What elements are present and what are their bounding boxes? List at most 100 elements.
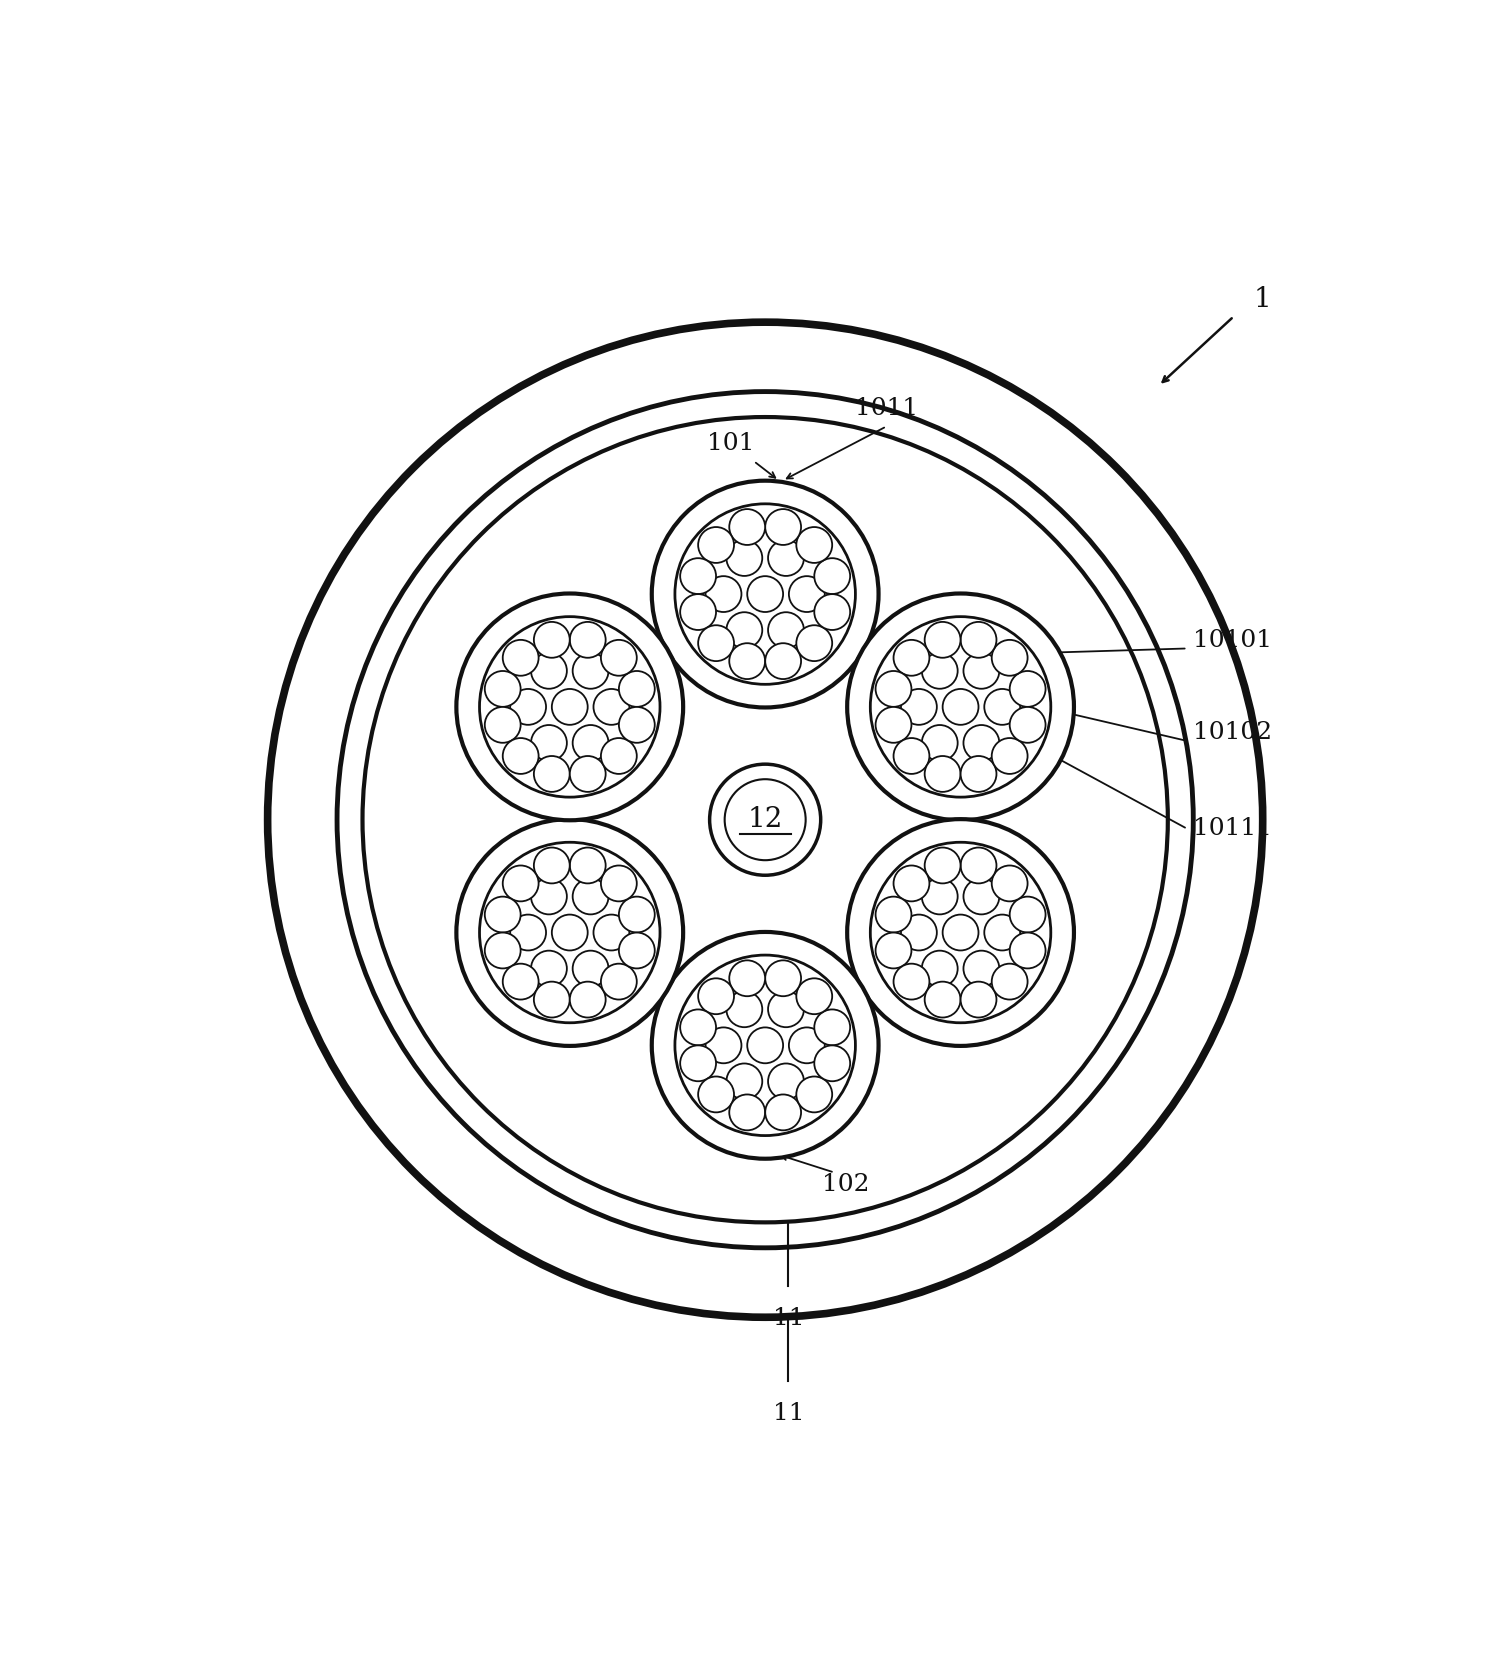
Circle shape (709, 764, 821, 875)
Circle shape (727, 613, 763, 648)
Circle shape (511, 915, 546, 950)
Circle shape (796, 978, 832, 1015)
Circle shape (746, 576, 784, 613)
Circle shape (875, 671, 911, 708)
Text: 1: 1 (1254, 285, 1272, 312)
Circle shape (814, 1010, 850, 1045)
Circle shape (727, 1063, 763, 1100)
Circle shape (675, 955, 855, 1135)
Circle shape (699, 626, 735, 661)
Circle shape (766, 960, 802, 996)
Text: 10101: 10101 (1193, 629, 1272, 653)
Circle shape (960, 623, 996, 658)
Circle shape (870, 843, 1051, 1023)
Circle shape (681, 1010, 717, 1045)
Circle shape (573, 951, 609, 986)
Circle shape (534, 981, 570, 1018)
Circle shape (960, 848, 996, 883)
Circle shape (534, 848, 570, 883)
Circle shape (814, 594, 850, 629)
Circle shape (924, 756, 960, 791)
Circle shape (479, 843, 660, 1023)
Circle shape (788, 1028, 824, 1063)
Circle shape (796, 527, 832, 562)
Circle shape (991, 639, 1027, 676)
Circle shape (814, 1045, 850, 1082)
Circle shape (942, 915, 978, 950)
Circle shape (573, 724, 609, 761)
Circle shape (900, 689, 936, 724)
Circle shape (532, 653, 567, 689)
Circle shape (479, 616, 660, 798)
Circle shape (552, 689, 588, 724)
Circle shape (594, 689, 630, 724)
Circle shape (620, 671, 655, 708)
Circle shape (706, 1028, 742, 1063)
Circle shape (573, 878, 609, 915)
Circle shape (984, 689, 1020, 724)
Circle shape (267, 322, 1263, 1317)
Circle shape (534, 623, 570, 658)
Text: 1011: 1011 (855, 397, 918, 421)
Circle shape (991, 738, 1027, 774)
Circle shape (921, 724, 957, 761)
Circle shape (870, 616, 1051, 798)
Circle shape (652, 481, 878, 708)
Circle shape (503, 639, 539, 676)
Circle shape (963, 724, 999, 761)
Circle shape (570, 848, 606, 883)
Circle shape (900, 915, 936, 950)
Circle shape (485, 708, 521, 743)
Circle shape (924, 623, 960, 658)
Text: 11: 11 (772, 1402, 805, 1425)
Circle shape (363, 417, 1168, 1222)
Circle shape (766, 509, 802, 546)
Circle shape (457, 819, 684, 1046)
Circle shape (924, 981, 960, 1018)
Circle shape (503, 963, 539, 1000)
Circle shape (600, 639, 638, 676)
Circle shape (600, 963, 638, 1000)
Circle shape (766, 643, 802, 679)
Circle shape (681, 557, 717, 594)
Circle shape (767, 541, 803, 576)
Circle shape (960, 756, 996, 791)
Circle shape (570, 756, 606, 791)
Circle shape (924, 848, 960, 883)
Circle shape (706, 576, 742, 613)
Circle shape (620, 708, 655, 743)
Circle shape (681, 594, 717, 629)
Text: 10102: 10102 (1193, 721, 1272, 744)
Circle shape (573, 653, 609, 689)
Circle shape (875, 933, 911, 968)
Circle shape (963, 951, 999, 986)
Circle shape (921, 878, 957, 915)
Circle shape (652, 931, 878, 1158)
Circle shape (1009, 708, 1045, 743)
Circle shape (893, 738, 930, 774)
Circle shape (875, 896, 911, 933)
Circle shape (503, 866, 539, 901)
Circle shape (963, 878, 999, 915)
Circle shape (534, 756, 570, 791)
Circle shape (699, 527, 735, 562)
Circle shape (893, 963, 930, 1000)
Circle shape (457, 594, 684, 819)
Circle shape (620, 933, 655, 968)
Circle shape (942, 689, 978, 724)
Circle shape (984, 915, 1020, 950)
Circle shape (503, 738, 539, 774)
Circle shape (991, 963, 1027, 1000)
Circle shape (600, 738, 638, 774)
Circle shape (991, 866, 1027, 901)
Circle shape (600, 866, 638, 901)
Circle shape (570, 981, 606, 1018)
Circle shape (729, 1095, 764, 1130)
Circle shape (1009, 933, 1045, 968)
Text: 10111: 10111 (1193, 818, 1272, 841)
Circle shape (847, 819, 1073, 1046)
Circle shape (767, 613, 803, 648)
Circle shape (724, 779, 806, 860)
Circle shape (699, 978, 735, 1015)
Text: 11: 11 (772, 1307, 805, 1330)
